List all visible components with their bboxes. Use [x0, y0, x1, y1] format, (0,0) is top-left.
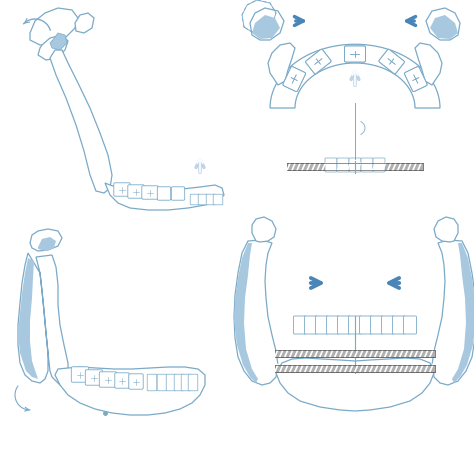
Polygon shape [250, 8, 284, 40]
FancyBboxPatch shape [349, 158, 361, 172]
Polygon shape [75, 13, 94, 33]
Polygon shape [452, 243, 474, 383]
FancyBboxPatch shape [71, 367, 89, 382]
Bar [275, 365, 435, 371]
FancyBboxPatch shape [316, 316, 328, 334]
Polygon shape [18, 253, 68, 385]
FancyBboxPatch shape [206, 194, 216, 205]
FancyBboxPatch shape [392, 316, 405, 334]
Polygon shape [415, 43, 442, 85]
FancyBboxPatch shape [371, 316, 383, 334]
FancyBboxPatch shape [379, 49, 404, 74]
FancyBboxPatch shape [188, 374, 198, 391]
FancyBboxPatch shape [198, 194, 208, 205]
Bar [275, 350, 435, 357]
FancyBboxPatch shape [379, 49, 404, 74]
Polygon shape [252, 15, 280, 39]
Polygon shape [105, 183, 224, 210]
FancyBboxPatch shape [404, 67, 427, 92]
Polygon shape [50, 50, 112, 193]
FancyBboxPatch shape [361, 158, 373, 172]
Polygon shape [38, 237, 56, 251]
FancyBboxPatch shape [404, 67, 427, 92]
Bar [287, 163, 423, 170]
FancyBboxPatch shape [213, 194, 223, 205]
FancyBboxPatch shape [306, 49, 331, 74]
FancyBboxPatch shape [337, 316, 350, 334]
Polygon shape [234, 240, 278, 385]
Polygon shape [276, 358, 434, 411]
Polygon shape [18, 258, 38, 379]
Polygon shape [252, 217, 276, 242]
FancyBboxPatch shape [345, 46, 365, 62]
Polygon shape [434, 217, 458, 242]
Polygon shape [234, 243, 258, 383]
Polygon shape [50, 33, 67, 50]
FancyBboxPatch shape [348, 316, 362, 334]
FancyBboxPatch shape [157, 187, 171, 200]
FancyBboxPatch shape [337, 158, 349, 172]
FancyBboxPatch shape [166, 374, 176, 391]
FancyBboxPatch shape [293, 316, 307, 334]
FancyBboxPatch shape [325, 158, 337, 172]
FancyBboxPatch shape [157, 374, 167, 391]
FancyBboxPatch shape [306, 49, 331, 74]
FancyBboxPatch shape [382, 316, 394, 334]
FancyBboxPatch shape [115, 373, 129, 388]
FancyBboxPatch shape [85, 370, 103, 385]
FancyBboxPatch shape [403, 316, 417, 334]
FancyBboxPatch shape [174, 374, 184, 391]
Polygon shape [268, 43, 295, 85]
Polygon shape [30, 8, 78, 45]
FancyBboxPatch shape [171, 187, 185, 200]
FancyBboxPatch shape [304, 316, 318, 334]
Polygon shape [55, 367, 205, 415]
FancyBboxPatch shape [128, 185, 144, 198]
FancyBboxPatch shape [283, 67, 306, 92]
FancyBboxPatch shape [181, 374, 191, 391]
FancyBboxPatch shape [373, 158, 385, 172]
Polygon shape [426, 8, 460, 40]
Polygon shape [432, 240, 474, 385]
FancyBboxPatch shape [147, 374, 157, 391]
FancyBboxPatch shape [283, 67, 306, 92]
FancyBboxPatch shape [345, 46, 365, 62]
Polygon shape [430, 15, 458, 39]
FancyBboxPatch shape [142, 186, 158, 199]
FancyBboxPatch shape [114, 183, 130, 196]
FancyBboxPatch shape [129, 374, 143, 389]
FancyBboxPatch shape [99, 372, 117, 387]
Polygon shape [38, 35, 68, 60]
FancyBboxPatch shape [327, 316, 339, 334]
Polygon shape [30, 229, 62, 251]
Polygon shape [270, 44, 440, 108]
FancyBboxPatch shape [190, 194, 200, 205]
FancyBboxPatch shape [359, 316, 373, 334]
